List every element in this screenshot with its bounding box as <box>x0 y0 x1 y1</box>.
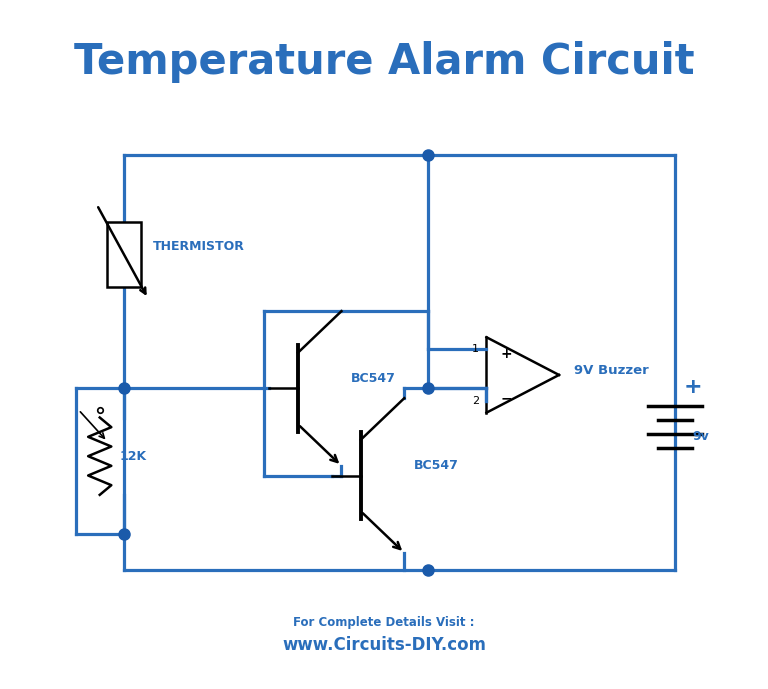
Text: 9V Buzzer: 9V Buzzer <box>574 364 648 377</box>
Text: BC547: BC547 <box>414 460 458 473</box>
Text: THERMISTOR: THERMISTOR <box>153 240 245 254</box>
Text: 1: 1 <box>472 344 478 354</box>
Text: 12K: 12K <box>119 450 146 463</box>
Text: Temperature Alarm Circuit: Temperature Alarm Circuit <box>74 41 694 83</box>
Text: For Complete Details Visit :: For Complete Details Visit : <box>293 616 475 629</box>
Text: +: + <box>683 377 702 397</box>
Text: www.Circuits-DIY.com: www.Circuits-DIY.com <box>282 636 486 654</box>
Text: 2: 2 <box>472 396 478 406</box>
Text: BC547: BC547 <box>351 372 396 385</box>
Text: 9v: 9v <box>693 431 709 443</box>
Text: −: − <box>501 391 512 405</box>
Text: +: + <box>501 347 512 360</box>
Bar <box>107 222 141 287</box>
